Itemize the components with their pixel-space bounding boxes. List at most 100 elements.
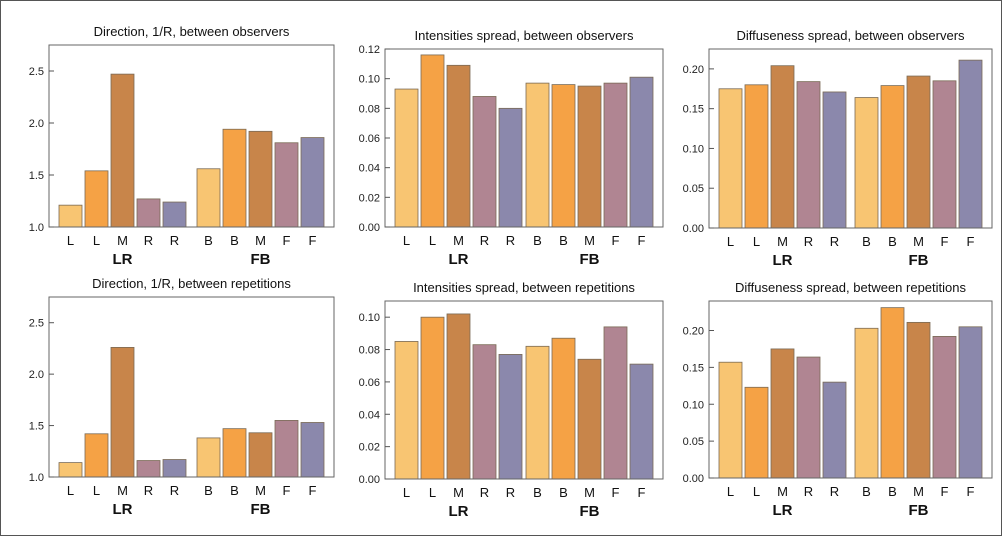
category-label: L [429,485,436,500]
bar-FB-F-4 [301,422,324,477]
category-label: F [309,483,317,498]
bar-LR-R-3 [797,357,820,478]
y-tick-label: 0.02 [359,192,380,204]
y-tick-label: 0.04 [359,163,380,175]
group-label-FB: FB [251,251,271,268]
group-label-FB: FB [909,252,929,269]
bar-LR-R-3 [137,461,160,477]
bar-FB-B-0 [855,328,878,478]
bar-LR-R-4 [499,108,522,227]
group-label-LR: LR [113,501,133,518]
category-label: F [941,484,949,499]
bar-FB-M-2 [907,322,930,478]
chart-title: Intensities spread, between observers [415,28,634,43]
bar-FB-F-4 [301,138,324,227]
y-tick-label: 0.06 [359,133,380,145]
chart-title: Direction, 1/R, between repetitions [92,276,291,291]
category-label: L [727,234,734,249]
y-tick-label: 2.0 [29,118,44,130]
bar-LR-L-0 [59,205,82,227]
category-label: B [230,483,239,498]
category-label: F [967,234,975,249]
category-label: R [170,233,179,248]
bar-FB-M-2 [249,131,272,227]
y-tick-label: 0.00 [683,223,704,235]
category-label: M [453,233,464,248]
category-label: L [93,483,100,498]
group-label-FB: FB [580,251,600,268]
bar-FB-F-4 [630,364,653,479]
y-tick-label: 0.00 [359,474,380,486]
group-label-LR: LR [773,252,793,269]
category-label: L [753,234,760,249]
bar-LR-R-4 [499,354,522,479]
category-label: B [204,483,213,498]
bar-FB-B-1 [552,338,575,479]
y-tick-label: 1.5 [29,421,44,433]
category-label: L [429,233,436,248]
chart-direction-observers: Direction, 1/R, between observers L L M R R LR… [11,19,336,271]
chart-title: Diffuseness spread, between observers [736,28,965,43]
category-label: M [117,233,128,248]
y-tick-label: 2.5 [29,318,44,330]
category-label: R [830,234,839,249]
category-label: B [862,234,871,249]
bar-FB-B-1 [881,86,904,228]
bar-FB-M-2 [578,86,601,227]
category-label: F [638,485,646,500]
category-label: R [170,483,179,498]
group-label-LR: LR [449,251,469,268]
y-tick-label: 0.08 [359,345,380,357]
category-label: L [93,233,100,248]
y-tick-label: 0.20 [683,326,704,338]
category-label: B [533,485,542,500]
category-label: B [230,233,239,248]
bar-FB-B-1 [223,429,246,477]
chart-intensities-observers: Intensities spread, between observers L L M… [341,19,669,271]
y-tick-label: 0.12 [359,44,380,56]
bar-LR-R-3 [797,82,820,228]
chart-title: Diffuseness spread, between repetitions [735,280,967,295]
category-label: F [283,483,291,498]
category-label: R [804,484,813,499]
bar-FB-B-1 [881,308,904,478]
bar-LR-R-4 [823,382,846,478]
chart-title: Intensities spread, between repetitions [413,280,635,295]
y-tick-label: 1.0 [29,222,44,234]
group-label-FB: FB [251,501,271,518]
bar-LR-R-3 [473,96,496,227]
category-label: M [453,485,464,500]
category-label: L [403,485,410,500]
bar-FB-F-3 [933,336,956,478]
chart-title: Direction, 1/R, between observers [94,24,290,39]
category-label: L [67,483,74,498]
bar-FB-B-0 [855,98,878,228]
bar-LR-M-2 [447,314,470,479]
bar-FB-F-3 [604,327,627,479]
bar-LR-L-0 [59,463,82,477]
category-label: L [753,484,760,499]
group-label-LR: LR [113,251,133,268]
bar-FB-F-4 [959,327,982,478]
y-tick-label: 1.5 [29,170,44,182]
bar-LR-R-3 [473,345,496,479]
category-label: F [941,234,949,249]
category-label: M [117,483,128,498]
bar-FB-F-4 [630,77,653,227]
category-label: M [777,234,788,249]
bar-FB-B-0 [197,169,220,227]
bar-FB-B-0 [526,346,549,479]
category-label: R [480,485,489,500]
bar-LR-R-4 [163,460,186,477]
bar-LR-L-1 [85,171,108,227]
category-label: B [533,233,542,248]
bar-FB-F-3 [604,83,627,227]
bar-FB-M-2 [907,76,930,228]
bar-LR-M-2 [771,349,794,478]
bar-FB-F-3 [275,143,298,227]
bar-LR-L-0 [395,341,418,479]
y-tick-label: 0.05 [683,436,704,448]
category-label: M [913,234,924,249]
category-label: F [309,233,317,248]
